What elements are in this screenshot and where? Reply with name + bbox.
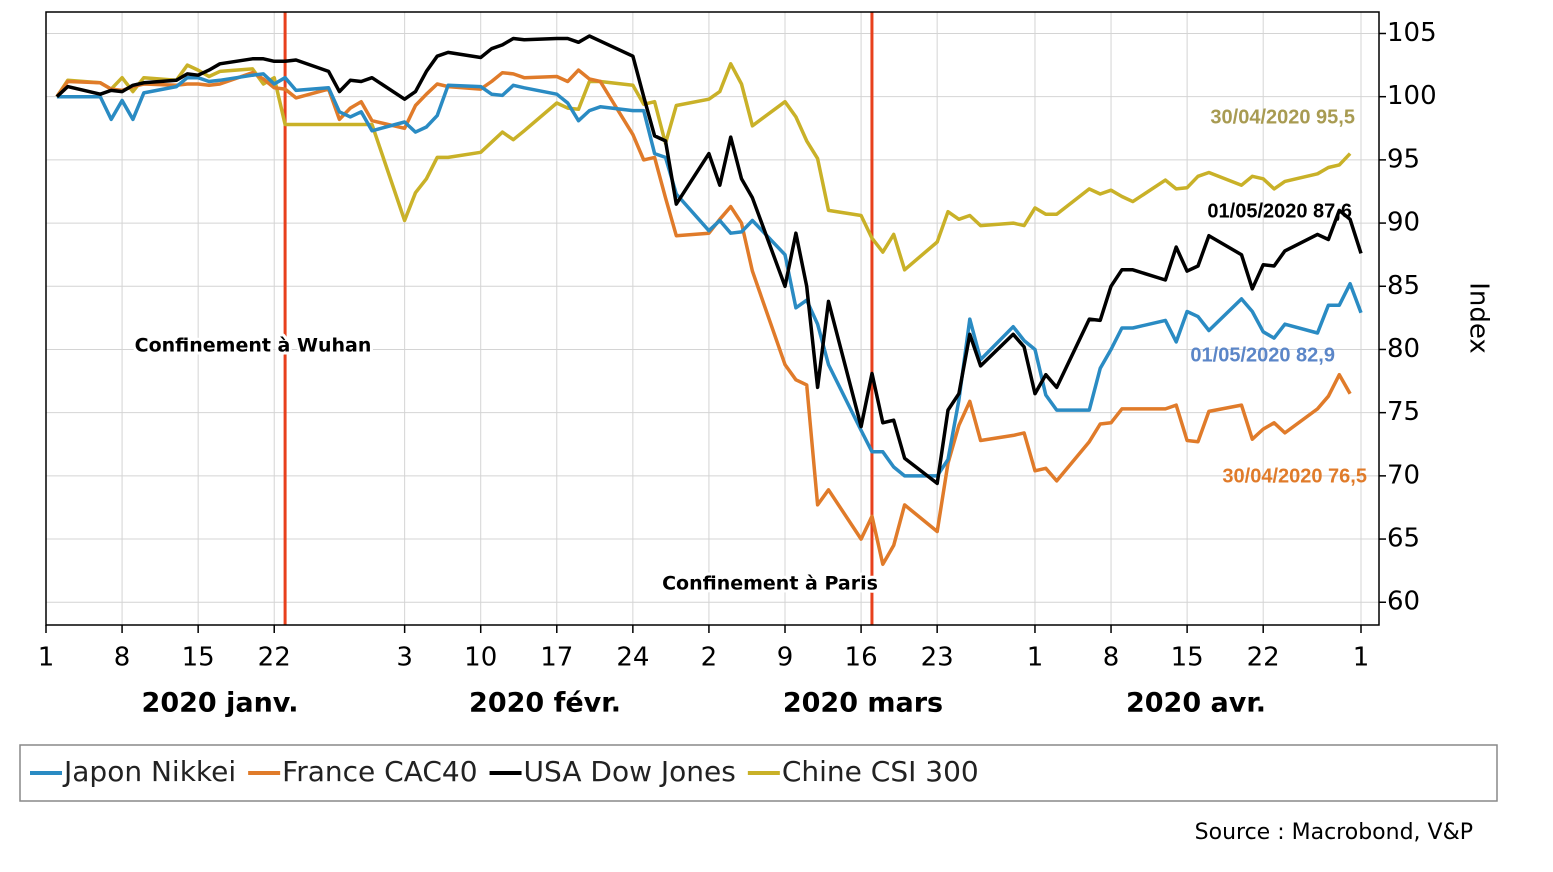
month-label: 2020 févr. (469, 688, 621, 719)
source: Source : Macrobond, V&P (1195, 820, 1473, 845)
lines (55, 34, 1363, 567)
event-label: Confinement à Wuhan (135, 335, 372, 357)
series-line (55, 68, 1352, 567)
series-line (55, 62, 1352, 272)
x-tick-label: 15 (1171, 643, 1204, 673)
legend-label: France CAC40 (282, 755, 477, 788)
y-tick-label: 75 (1387, 397, 1420, 427)
series-line (55, 34, 1363, 486)
legend-label: Chine CSI 300 (782, 755, 979, 788)
x-tick-label: 8 (1103, 643, 1120, 673)
legend: Japon Nikkei France CAC40 USA Dow Jones Chi… (30, 755, 979, 788)
x-tick-label: 16 (845, 643, 878, 673)
x-tick-label: 1 (38, 643, 55, 673)
y-tick-label: 70 (1387, 460, 1420, 490)
legend-label: Japon Nikkei (62, 755, 236, 788)
annotation: 30/04/2020 95,5 (1210, 106, 1355, 128)
y-tick-label: 85 (1387, 271, 1420, 301)
annotation: 30/04/2020 76,5 (1222, 465, 1367, 487)
x-tick-label: 23 (921, 643, 954, 673)
y-tick-label: 80 (1387, 334, 1420, 364)
x-tick-label: 10 (464, 643, 497, 673)
x-tick-label: 17 (540, 643, 573, 673)
annotation: 01/05/2020 87,6 (1207, 200, 1352, 222)
y-tick-label: 95 (1387, 144, 1420, 174)
x-tick-label: 1 (1353, 643, 1370, 673)
x-tick-label: 3 (396, 643, 413, 673)
y-tick-label: 65 (1387, 524, 1420, 554)
x-tick-label: 8 (114, 643, 131, 673)
x-tick-label: 2 (701, 643, 718, 673)
legend-label: USA Dow Jones (524, 755, 736, 788)
x-tick-label: 22 (258, 643, 291, 673)
axes: 60 65 70 75 80 85 90 95 100 105 1 8 15 22 3 10 17 24 2 9 16 2… (38, 18, 1437, 719)
x-tick-label: 9 (777, 643, 794, 673)
x-tick-label: 22 (1247, 643, 1280, 673)
month-label: 2020 avr. (1126, 688, 1266, 719)
plot-frame (45, 11, 1380, 626)
y-tick-label: 105 (1387, 18, 1437, 48)
x-tick-label: 15 (182, 643, 215, 673)
series-line (56, 72, 1363, 478)
y-tick-label: 60 (1387, 587, 1420, 617)
x-tick-label: 1 (1027, 643, 1044, 673)
grid (45, 12, 1379, 625)
event-label: Confinement à Paris (662, 573, 878, 595)
x-tick-label: 24 (616, 643, 649, 673)
y-tick-label: 100 (1387, 81, 1437, 111)
y-axis-label: Index (1464, 282, 1494, 354)
y-tick-label: 90 (1387, 208, 1420, 238)
month-label: 2020 janv. (142, 688, 299, 719)
annotation: 01/05/2020 82,9 (1190, 344, 1335, 366)
month-label: 2020 mars (783, 688, 943, 719)
